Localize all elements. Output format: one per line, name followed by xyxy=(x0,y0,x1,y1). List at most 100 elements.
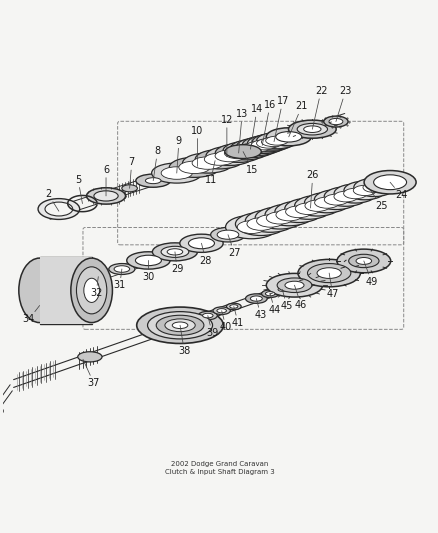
Ellipse shape xyxy=(135,255,161,265)
Ellipse shape xyxy=(165,319,195,332)
Text: 2002 Dodge Grand Caravan
Clutch & Input Shaft Diagram 3: 2002 Dodge Grand Caravan Clutch & Input … xyxy=(164,462,274,475)
Text: 39: 39 xyxy=(205,316,218,338)
Ellipse shape xyxy=(93,274,103,279)
Ellipse shape xyxy=(223,141,268,160)
Ellipse shape xyxy=(45,202,73,216)
Ellipse shape xyxy=(324,187,367,206)
Ellipse shape xyxy=(274,286,290,293)
Ellipse shape xyxy=(88,272,108,281)
Ellipse shape xyxy=(84,278,99,302)
Ellipse shape xyxy=(210,228,245,242)
Ellipse shape xyxy=(147,312,212,339)
Ellipse shape xyxy=(261,290,278,297)
Ellipse shape xyxy=(343,181,385,200)
Ellipse shape xyxy=(251,140,276,150)
Ellipse shape xyxy=(294,196,340,216)
Text: 43: 43 xyxy=(254,298,266,320)
Ellipse shape xyxy=(212,307,230,314)
Ellipse shape xyxy=(265,204,313,226)
Ellipse shape xyxy=(215,150,244,162)
Ellipse shape xyxy=(109,263,134,274)
Ellipse shape xyxy=(265,128,311,146)
Ellipse shape xyxy=(256,133,297,149)
Ellipse shape xyxy=(256,139,280,148)
Text: 45: 45 xyxy=(280,289,292,311)
Text: 23: 23 xyxy=(335,86,351,122)
Ellipse shape xyxy=(224,147,252,159)
Ellipse shape xyxy=(336,249,390,273)
Ellipse shape xyxy=(161,167,192,179)
Ellipse shape xyxy=(304,192,349,213)
Text: 32: 32 xyxy=(90,277,102,298)
Ellipse shape xyxy=(314,197,339,208)
Text: 6: 6 xyxy=(103,165,109,196)
Text: 13: 13 xyxy=(236,109,247,153)
Ellipse shape xyxy=(182,153,232,173)
Ellipse shape xyxy=(230,140,275,157)
Ellipse shape xyxy=(217,230,238,239)
Text: 11: 11 xyxy=(204,160,216,185)
Text: 38: 38 xyxy=(178,325,190,356)
Ellipse shape xyxy=(145,177,161,184)
Ellipse shape xyxy=(254,207,304,229)
Text: 21: 21 xyxy=(288,101,307,137)
Ellipse shape xyxy=(226,303,240,310)
Ellipse shape xyxy=(333,184,376,203)
Ellipse shape xyxy=(78,352,102,362)
Text: 14: 14 xyxy=(250,104,262,149)
Ellipse shape xyxy=(127,252,170,269)
Ellipse shape xyxy=(333,191,357,202)
Ellipse shape xyxy=(297,260,360,287)
Ellipse shape xyxy=(121,185,137,192)
Ellipse shape xyxy=(355,257,371,264)
Ellipse shape xyxy=(256,215,284,227)
Text: 22: 22 xyxy=(311,86,326,129)
Ellipse shape xyxy=(151,163,201,183)
Ellipse shape xyxy=(252,134,293,150)
Ellipse shape xyxy=(295,203,320,215)
Ellipse shape xyxy=(261,137,284,147)
Ellipse shape xyxy=(76,267,106,314)
Text: 15: 15 xyxy=(243,151,258,175)
Text: 34: 34 xyxy=(23,305,39,325)
Text: 2: 2 xyxy=(45,189,59,211)
Ellipse shape xyxy=(265,292,274,296)
Ellipse shape xyxy=(266,212,293,224)
Text: 35: 35 xyxy=(0,532,1,533)
Ellipse shape xyxy=(188,238,214,249)
Ellipse shape xyxy=(316,268,340,278)
Ellipse shape xyxy=(161,246,188,257)
Ellipse shape xyxy=(314,190,358,209)
Ellipse shape xyxy=(169,157,219,177)
Ellipse shape xyxy=(152,243,197,261)
Ellipse shape xyxy=(328,118,342,125)
Ellipse shape xyxy=(135,174,170,187)
Ellipse shape xyxy=(307,263,350,282)
Ellipse shape xyxy=(225,215,277,239)
Text: 16: 16 xyxy=(261,100,276,146)
Ellipse shape xyxy=(297,124,327,135)
Text: 7: 7 xyxy=(128,157,134,188)
Ellipse shape xyxy=(324,194,348,205)
Ellipse shape xyxy=(245,141,271,152)
Ellipse shape xyxy=(198,311,217,320)
Text: 5: 5 xyxy=(75,175,82,204)
Ellipse shape xyxy=(265,136,288,145)
Ellipse shape xyxy=(205,147,253,165)
Text: 47: 47 xyxy=(326,273,338,299)
Ellipse shape xyxy=(19,258,60,322)
Text: 17: 17 xyxy=(273,96,288,142)
Ellipse shape xyxy=(303,126,320,133)
Text: 49: 49 xyxy=(363,261,377,287)
Ellipse shape xyxy=(195,150,243,169)
Ellipse shape xyxy=(229,305,237,308)
Text: 10: 10 xyxy=(191,126,203,166)
Ellipse shape xyxy=(136,307,223,343)
Ellipse shape xyxy=(353,185,375,196)
Text: 27: 27 xyxy=(227,235,240,258)
Text: 9: 9 xyxy=(176,135,182,173)
Text: 24: 24 xyxy=(389,182,406,200)
Ellipse shape xyxy=(237,221,265,233)
Text: 29: 29 xyxy=(170,252,183,274)
Ellipse shape xyxy=(323,116,347,127)
